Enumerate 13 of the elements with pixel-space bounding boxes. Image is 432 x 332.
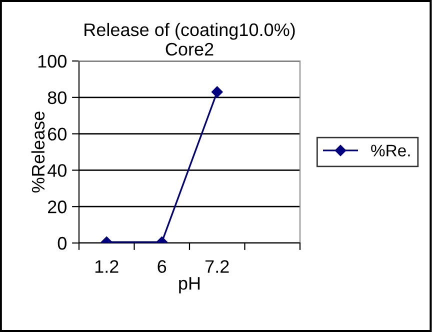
y-tick-label: 40: [48, 164, 66, 177]
y-tick-label: 0: [58, 236, 66, 250]
y-tick-label: 20: [48, 200, 66, 214]
y-tick-label: 60: [48, 128, 66, 141]
y-axis-title: %Release: [31, 112, 45, 193]
x-axis-title: pH: [179, 277, 200, 294]
chart-title: Release of (coating10.0%) Core2: [84, 22, 295, 56]
x-tick-label: 1.2: [95, 260, 118, 273]
y-tick-label: 100: [38, 54, 66, 68]
legend-label: %Re.: [371, 144, 410, 156]
y-tick-label: 80: [48, 91, 66, 104]
x-tick-label: 7.2: [206, 260, 229, 273]
x-tick-label: 6: [158, 260, 166, 273]
